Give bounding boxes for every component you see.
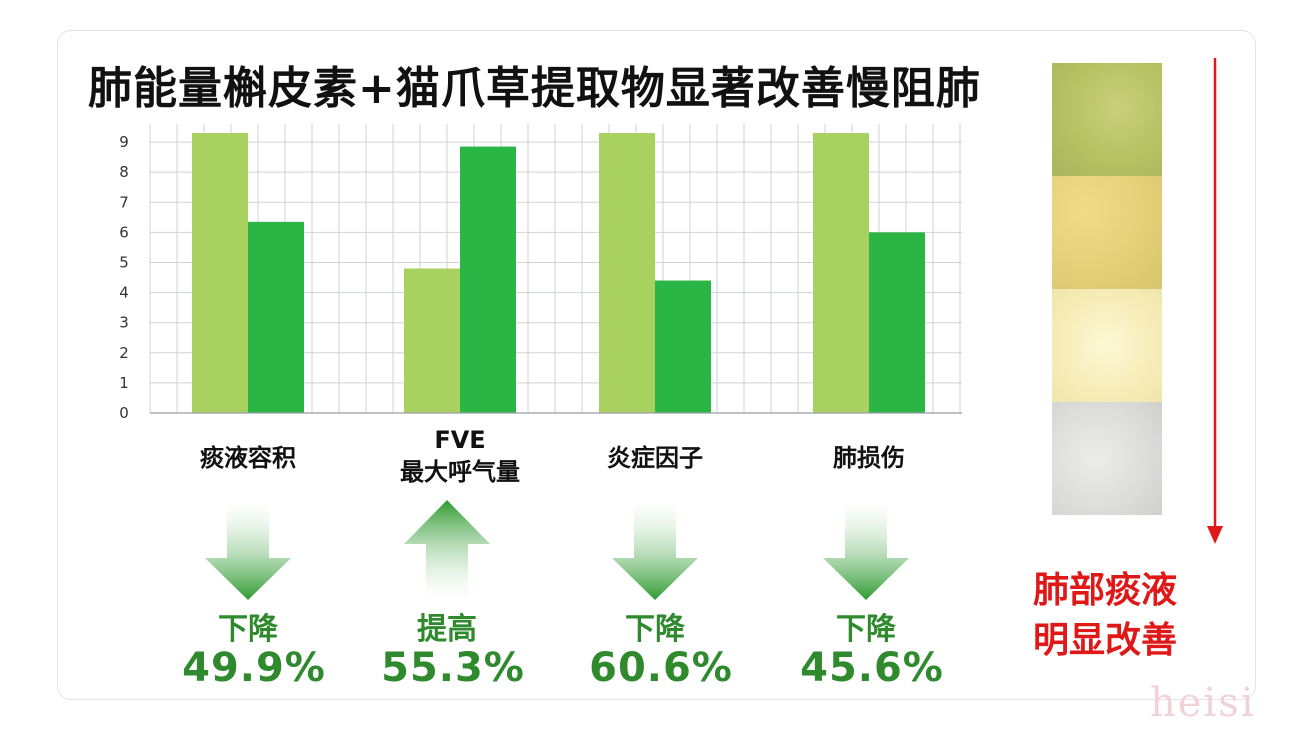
arrow-up-icon: [404, 500, 490, 600]
category-label-line: 最大呼气量: [400, 458, 520, 486]
arrow-shape: [612, 500, 698, 600]
sputum-swatch-3: [1052, 289, 1162, 402]
y-tick-label: 1: [119, 374, 129, 392]
y-tick-label: 9: [119, 133, 129, 151]
arrow-shape: [205, 500, 291, 600]
bar: [813, 133, 869, 413]
category-label: 炎症因子: [555, 442, 755, 474]
bar: [655, 280, 711, 413]
red-down-arrow-icon: [1207, 58, 1223, 544]
category-label-line: 炎症因子: [607, 444, 703, 472]
arrow-shape: [823, 500, 909, 600]
category-label: 痰液容积: [148, 442, 348, 474]
change-percent-value: 55.3%: [381, 645, 525, 691]
side-caption-line-1: 肺部痰液: [1032, 570, 1177, 611]
change-percent-value: 49.9%: [182, 645, 326, 691]
category-label-line: 痰液容积: [200, 444, 296, 472]
y-tick-label: 4: [119, 284, 129, 302]
change-direction-label: 下降: [836, 612, 896, 647]
y-tick-label: 2: [119, 344, 129, 362]
arrow-down-icon: [612, 500, 698, 600]
y-tick-label: 0: [119, 404, 129, 422]
y-tick-label: 3: [119, 314, 129, 332]
sputum-swatch-1: [1052, 63, 1162, 176]
y-tick-label: 8: [119, 163, 129, 181]
category-label-line: 肺损伤: [833, 444, 905, 472]
y-tick-label: 5: [119, 253, 129, 271]
category-label: FVE 最大呼气量: [360, 424, 560, 488]
side-caption-line-2: 明显改善: [1032, 620, 1177, 661]
change-direction-label: 下降: [625, 612, 685, 647]
bar: [192, 133, 248, 413]
change-percent-value: 60.6%: [589, 645, 733, 691]
category-label-line: FVE: [434, 426, 486, 454]
bar: [404, 268, 460, 413]
change-direction-label: 提高: [417, 612, 477, 647]
bar: [248, 221, 304, 413]
chart-title: 肺能量槲皮素+猫爪草提取物显著改善慢阻肺: [88, 63, 981, 114]
y-tick-label: 7: [119, 193, 129, 211]
sputum-swatch-4: [1052, 402, 1162, 515]
bar: [869, 232, 925, 413]
y-tick-label: 6: [119, 223, 129, 241]
arrow-down-icon: [823, 500, 909, 600]
bar: [599, 133, 655, 413]
watermark: heisi: [1150, 680, 1256, 726]
sputum-swatch-2: [1052, 176, 1162, 289]
bar: [460, 146, 516, 413]
sputum-swatch-column: [1052, 63, 1162, 515]
change-percent-value: 45.6%: [800, 645, 944, 691]
category-label: 肺损伤: [769, 442, 969, 474]
bar-chart: 0 1 2 3 4 5 6 7 8 9: [119, 124, 962, 422]
arrow-down-icon: [205, 500, 291, 600]
change-direction-label: 下降: [218, 612, 278, 647]
arrow-shape: [404, 500, 490, 600]
